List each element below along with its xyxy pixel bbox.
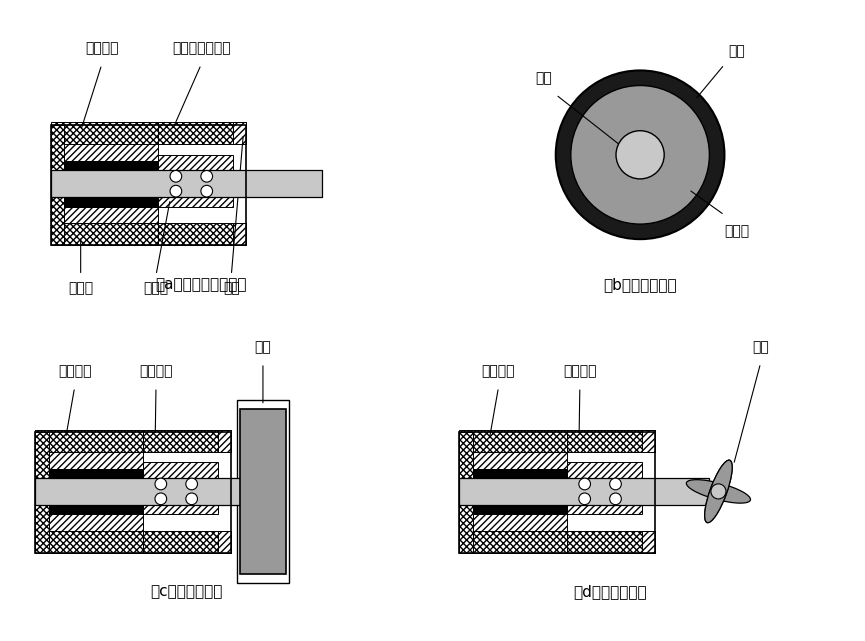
Bar — [473, 452, 567, 469]
Bar — [158, 191, 234, 206]
Circle shape — [170, 171, 182, 182]
Bar — [237, 399, 289, 583]
Circle shape — [579, 493, 591, 504]
Circle shape — [579, 478, 591, 490]
Circle shape — [186, 493, 197, 504]
Bar — [50, 171, 322, 197]
Text: 叶轮: 叶轮 — [753, 340, 769, 354]
Bar — [49, 469, 144, 478]
Circle shape — [155, 493, 167, 504]
Text: 永磁体: 永磁体 — [724, 224, 749, 238]
Circle shape — [201, 185, 213, 197]
Bar — [35, 430, 144, 452]
Bar — [234, 224, 247, 245]
Bar — [144, 463, 218, 478]
Text: 外滚道: 外滚道 — [68, 281, 93, 296]
Bar — [240, 408, 285, 574]
Circle shape — [571, 85, 709, 224]
Bar — [473, 469, 567, 478]
Bar — [218, 430, 231, 452]
Text: 护套: 护套 — [728, 44, 745, 58]
Bar — [144, 430, 231, 452]
Text: （b）转子剖面图: （b）转子剖面图 — [603, 277, 677, 292]
Bar — [35, 433, 49, 553]
Text: 定、转子: 定、转子 — [482, 364, 516, 378]
Bar — [218, 531, 231, 553]
Bar — [49, 452, 144, 469]
Bar — [567, 430, 655, 452]
Bar — [567, 531, 655, 553]
Ellipse shape — [705, 460, 732, 522]
Bar — [473, 504, 567, 514]
Circle shape — [201, 171, 213, 182]
Bar — [49, 514, 144, 531]
Bar — [144, 531, 231, 553]
Text: 定、转子: 定、转子 — [58, 364, 92, 378]
Bar — [35, 478, 277, 504]
Text: 整体轴承: 整体轴承 — [139, 364, 173, 378]
Circle shape — [711, 484, 726, 499]
Ellipse shape — [686, 479, 751, 503]
Circle shape — [155, 478, 167, 490]
Bar — [158, 224, 247, 245]
Bar — [234, 122, 247, 144]
Bar — [567, 463, 642, 478]
Bar — [64, 161, 158, 171]
Bar — [50, 122, 158, 144]
Circle shape — [616, 131, 664, 179]
Bar — [642, 430, 655, 452]
Circle shape — [186, 478, 197, 490]
Bar — [473, 514, 567, 531]
Bar — [144, 499, 218, 514]
Text: 整体轴承: 整体轴承 — [563, 364, 597, 378]
Bar — [50, 124, 64, 245]
Circle shape — [555, 71, 725, 239]
Circle shape — [610, 493, 621, 504]
Text: 端盖: 端盖 — [223, 281, 240, 296]
Text: 滚动体: 滚动体 — [144, 281, 169, 296]
Circle shape — [610, 478, 621, 490]
Bar — [459, 478, 709, 504]
Bar — [567, 499, 642, 514]
Bar — [64, 144, 158, 161]
Text: 转轴: 转轴 — [535, 72, 552, 85]
Bar — [459, 433, 655, 553]
Bar — [459, 531, 567, 553]
Bar — [642, 531, 655, 553]
Bar — [50, 224, 158, 245]
Bar — [459, 433, 473, 553]
Bar — [64, 197, 158, 206]
Text: （c）飞轮式负载: （c）飞轮式负载 — [150, 585, 222, 599]
Text: 轴承外圈保持架: 轴承外圈保持架 — [172, 42, 230, 55]
Ellipse shape — [705, 460, 732, 522]
Text: （d）叶轮式负载: （d）叶轮式负载 — [573, 585, 647, 599]
Bar — [231, 478, 263, 504]
Text: 定、转子: 定、转子 — [85, 42, 119, 55]
Bar — [49, 504, 144, 514]
Bar — [35, 433, 231, 553]
Bar — [459, 430, 567, 452]
Bar — [158, 154, 234, 171]
Bar — [50, 124, 247, 245]
Circle shape — [170, 185, 182, 197]
Text: 飞轮: 飞轮 — [254, 340, 272, 354]
Bar — [158, 122, 247, 144]
Bar — [35, 531, 144, 553]
Text: （a）整体式支撑结构: （a）整体式支撑结构 — [156, 277, 247, 292]
Bar — [64, 206, 158, 224]
